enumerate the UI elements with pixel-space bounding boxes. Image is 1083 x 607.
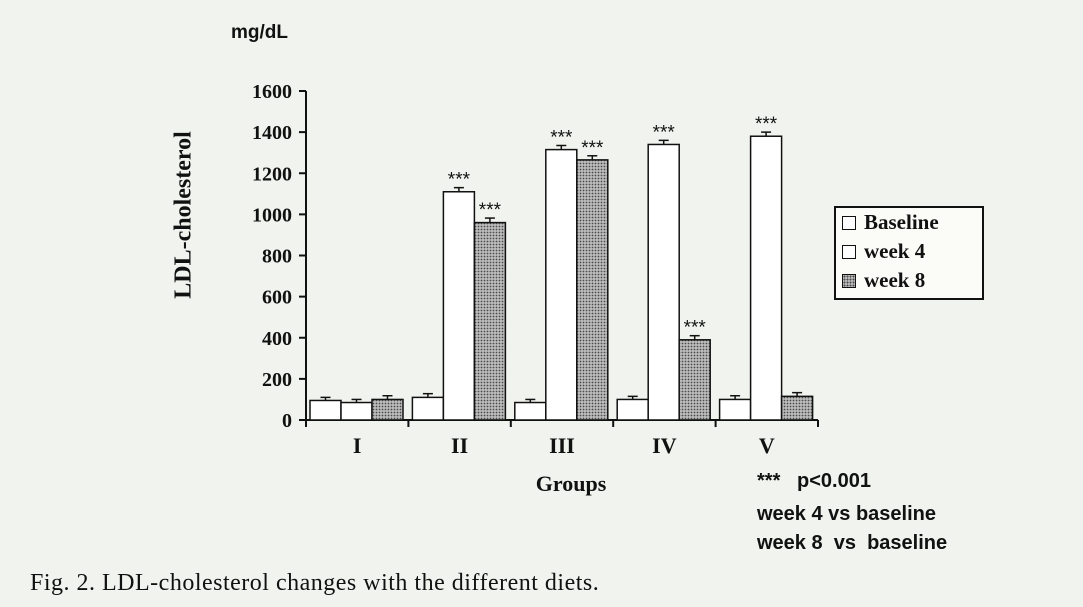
bar-baseline-IV xyxy=(616,398,649,421)
legend: Baseline week 4 week 8 xyxy=(834,206,984,300)
legend-item-week-8: week 8 xyxy=(836,266,982,295)
significance-marker-week-4-V: *** xyxy=(755,114,778,135)
bar-baseline-III xyxy=(514,401,547,421)
legend-swatch-week-4 xyxy=(842,244,856,259)
x-category-label-III: III xyxy=(549,433,575,458)
significance-note: *** p<0.001 xyxy=(757,470,871,492)
x-category-label-IV: IV xyxy=(652,433,677,458)
x-category-label-V: V xyxy=(759,433,775,458)
y-tick-label-600: 600 xyxy=(262,287,292,309)
bar-week-4-IV xyxy=(647,143,680,421)
bar-week-8-II xyxy=(473,221,507,421)
legend-item-baseline: Baseline xyxy=(836,208,982,237)
y-tick-label-1200: 1200 xyxy=(252,163,292,185)
y-tick-label-1400: 1400 xyxy=(252,122,292,144)
x-category-label-I: I xyxy=(353,433,362,458)
y-axis-title: LDL-cholesterol xyxy=(170,131,197,299)
bar-week-8-I xyxy=(371,398,404,421)
significance-marker-week-8-III: *** xyxy=(581,138,604,159)
y-tick-label-0: 0 xyxy=(282,410,292,432)
y-tick-label-800: 800 xyxy=(262,246,292,268)
y-tick-label-1600: 1600 xyxy=(252,81,292,103)
x-category-label-II: II xyxy=(451,433,468,458)
comparison-note-week-4: week 4 vs baseline xyxy=(757,503,937,525)
bar-week-4-V xyxy=(749,135,783,421)
significance-marker-week-8-II: *** xyxy=(479,200,502,221)
y-tick-label-200: 200 xyxy=(262,369,292,391)
x-axis-title: Groups xyxy=(535,471,607,496)
bar-week-4-II xyxy=(442,191,476,421)
legend-label-week-8: week 8 xyxy=(864,268,926,292)
legend-swatch-week-8 xyxy=(842,273,856,288)
legend-label-baseline: Baseline xyxy=(864,210,939,234)
significance-marker-week-8-IV: *** xyxy=(684,318,707,339)
bar-baseline-V xyxy=(718,398,752,421)
legend-label-week-4: week 4 xyxy=(864,239,926,263)
y-axis-unit: mg/dL xyxy=(231,22,288,43)
significance-marker-week-4-II: *** xyxy=(448,170,471,191)
bar-week-8-V xyxy=(780,395,814,421)
legend-swatch-baseline xyxy=(842,215,856,230)
comparison-note-week-8: week 8 vs baseline xyxy=(757,532,948,554)
figure-caption: Fig. 2. LDL-cholesterol changes with the… xyxy=(30,570,600,596)
significance-marker-week-4-III: *** xyxy=(550,127,573,148)
significance-marker-week-4-IV: *** xyxy=(653,122,676,143)
bar-week-4-I xyxy=(340,401,373,421)
bar-baseline-I xyxy=(309,399,342,421)
bar-week-4-III xyxy=(545,148,578,421)
bar-week-8-IV xyxy=(678,339,711,421)
bar-week-8-III xyxy=(576,159,609,421)
y-tick-label-1000: 1000 xyxy=(252,204,292,226)
bar-baseline-II xyxy=(411,396,445,421)
y-tick-label-400: 400 xyxy=(262,328,292,350)
legend-item-week-4: week 4 xyxy=(836,237,982,266)
